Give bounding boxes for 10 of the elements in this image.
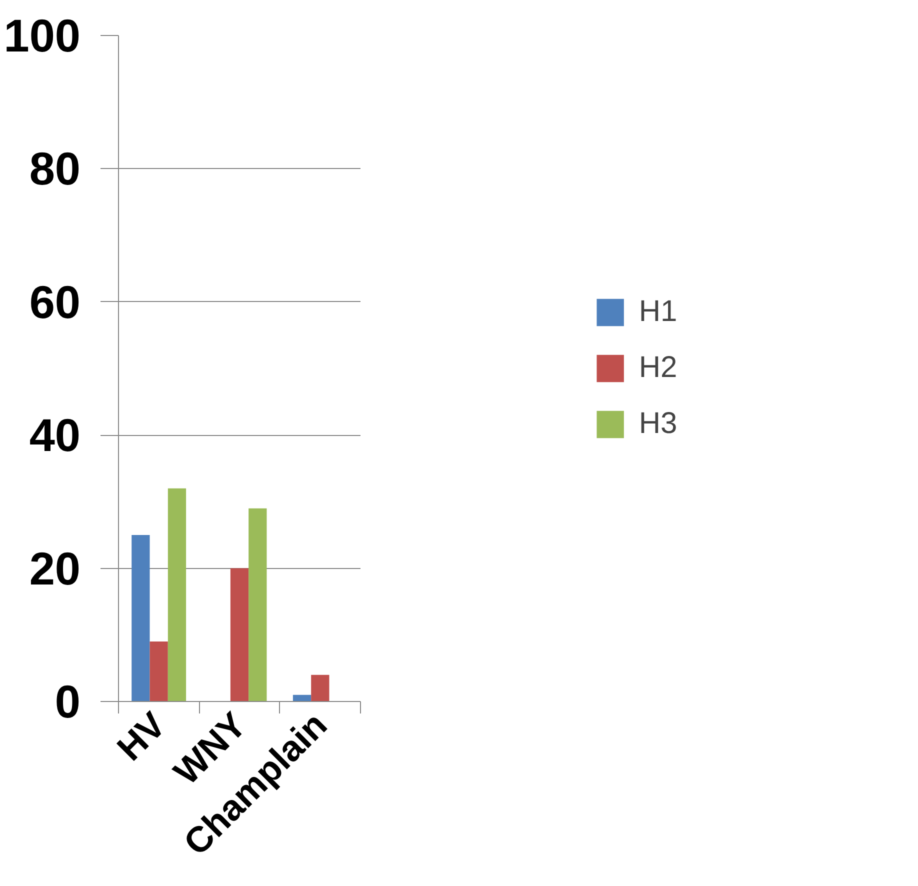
- y-tick-label: 80: [29, 142, 81, 195]
- y-tick-label: 100: [4, 10, 80, 62]
- legend-label: H2: [638, 351, 678, 385]
- legend-label: H3: [638, 407, 678, 441]
- x-tick-label: HV: [108, 704, 174, 768]
- y-tick-label: 20: [29, 542, 81, 594]
- y-tick-label: 0: [54, 676, 81, 728]
- y-tick-label: 40: [29, 409, 81, 462]
- y-tick-label: 60: [29, 276, 81, 328]
- legend-label: H1: [638, 295, 678, 329]
